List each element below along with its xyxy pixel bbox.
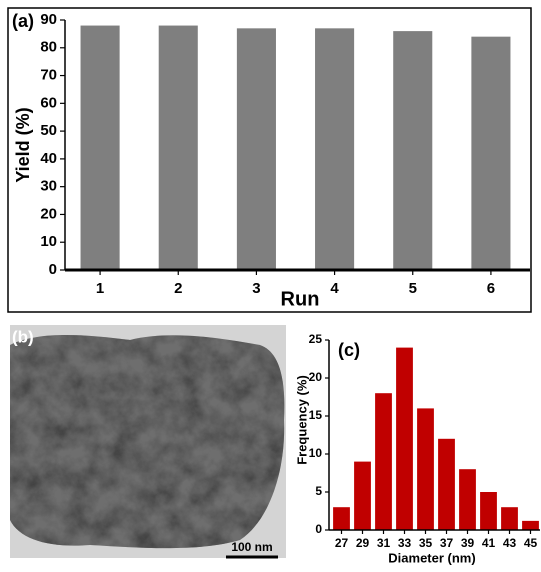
x-tick-label: 41 [482, 536, 496, 550]
x-tick-label: 1 [96, 280, 104, 297]
bar [480, 492, 497, 530]
x-tick-label: 37 [440, 536, 454, 550]
panel-frame [7, 7, 532, 313]
x-tick-label: 31 [377, 536, 391, 550]
y-tick-label: 0 [49, 261, 57, 278]
y-tick-label: 0 [315, 522, 322, 536]
panel-label: (b) [12, 327, 34, 346]
y-tick-label: 20 [309, 370, 323, 384]
y-tick-label: 90 [40, 11, 57, 28]
bar [396, 347, 413, 530]
x-tick-label: 27 [335, 536, 349, 550]
x-tick-label: 33 [398, 536, 412, 550]
bar [236, 28, 276, 271]
x-tick-label: 43 [503, 536, 517, 550]
x-axis-label: Diameter (nm) [388, 550, 475, 565]
tem-image [10, 325, 286, 558]
bar [459, 469, 476, 530]
bar [375, 393, 392, 530]
bar [501, 507, 518, 530]
y-tick-label: 20 [40, 205, 57, 222]
y-tick-label: 25 [309, 332, 323, 346]
panel-label: (a) [12, 11, 34, 31]
x-tick-label: 39 [461, 536, 475, 550]
y-tick-label: 30 [40, 178, 57, 195]
x-tick-label: 5 [409, 280, 417, 297]
bar [158, 25, 198, 270]
x-tick-label: 29 [356, 536, 370, 550]
y-tick-label: 50 [40, 122, 57, 139]
y-tick-label: 10 [40, 233, 57, 250]
bar [438, 438, 455, 530]
bar [80, 25, 120, 270]
bar [333, 507, 350, 530]
x-axis-label: Run [281, 288, 320, 310]
y-axis-label: Yield (%) [13, 107, 33, 182]
y-tick-label: 10 [309, 446, 323, 460]
bar [522, 520, 539, 530]
bar [315, 28, 355, 271]
y-tick-label: 80 [40, 39, 57, 56]
x-tick-label: 35 [419, 536, 433, 550]
bar [393, 31, 433, 270]
x-tick-label: 3 [252, 280, 260, 297]
y-tick-label: 15 [309, 408, 323, 422]
y-axis-label: Frequency (%) [294, 375, 309, 465]
y-tick-label: 60 [40, 94, 57, 111]
y-tick-label: 5 [315, 484, 322, 498]
x-tick-label: 2 [174, 280, 182, 297]
scale-bar-label: 100 nm [231, 540, 272, 554]
x-tick-label: 6 [487, 280, 495, 297]
y-tick-label: 70 [40, 67, 57, 84]
y-tick-label: 40 [40, 150, 57, 167]
bar [471, 36, 511, 270]
bar [417, 408, 434, 530]
x-tick-label: 4 [330, 280, 339, 297]
panel-label: (c) [338, 340, 360, 360]
x-tick-label: 45 [524, 536, 538, 550]
bar [354, 461, 371, 530]
